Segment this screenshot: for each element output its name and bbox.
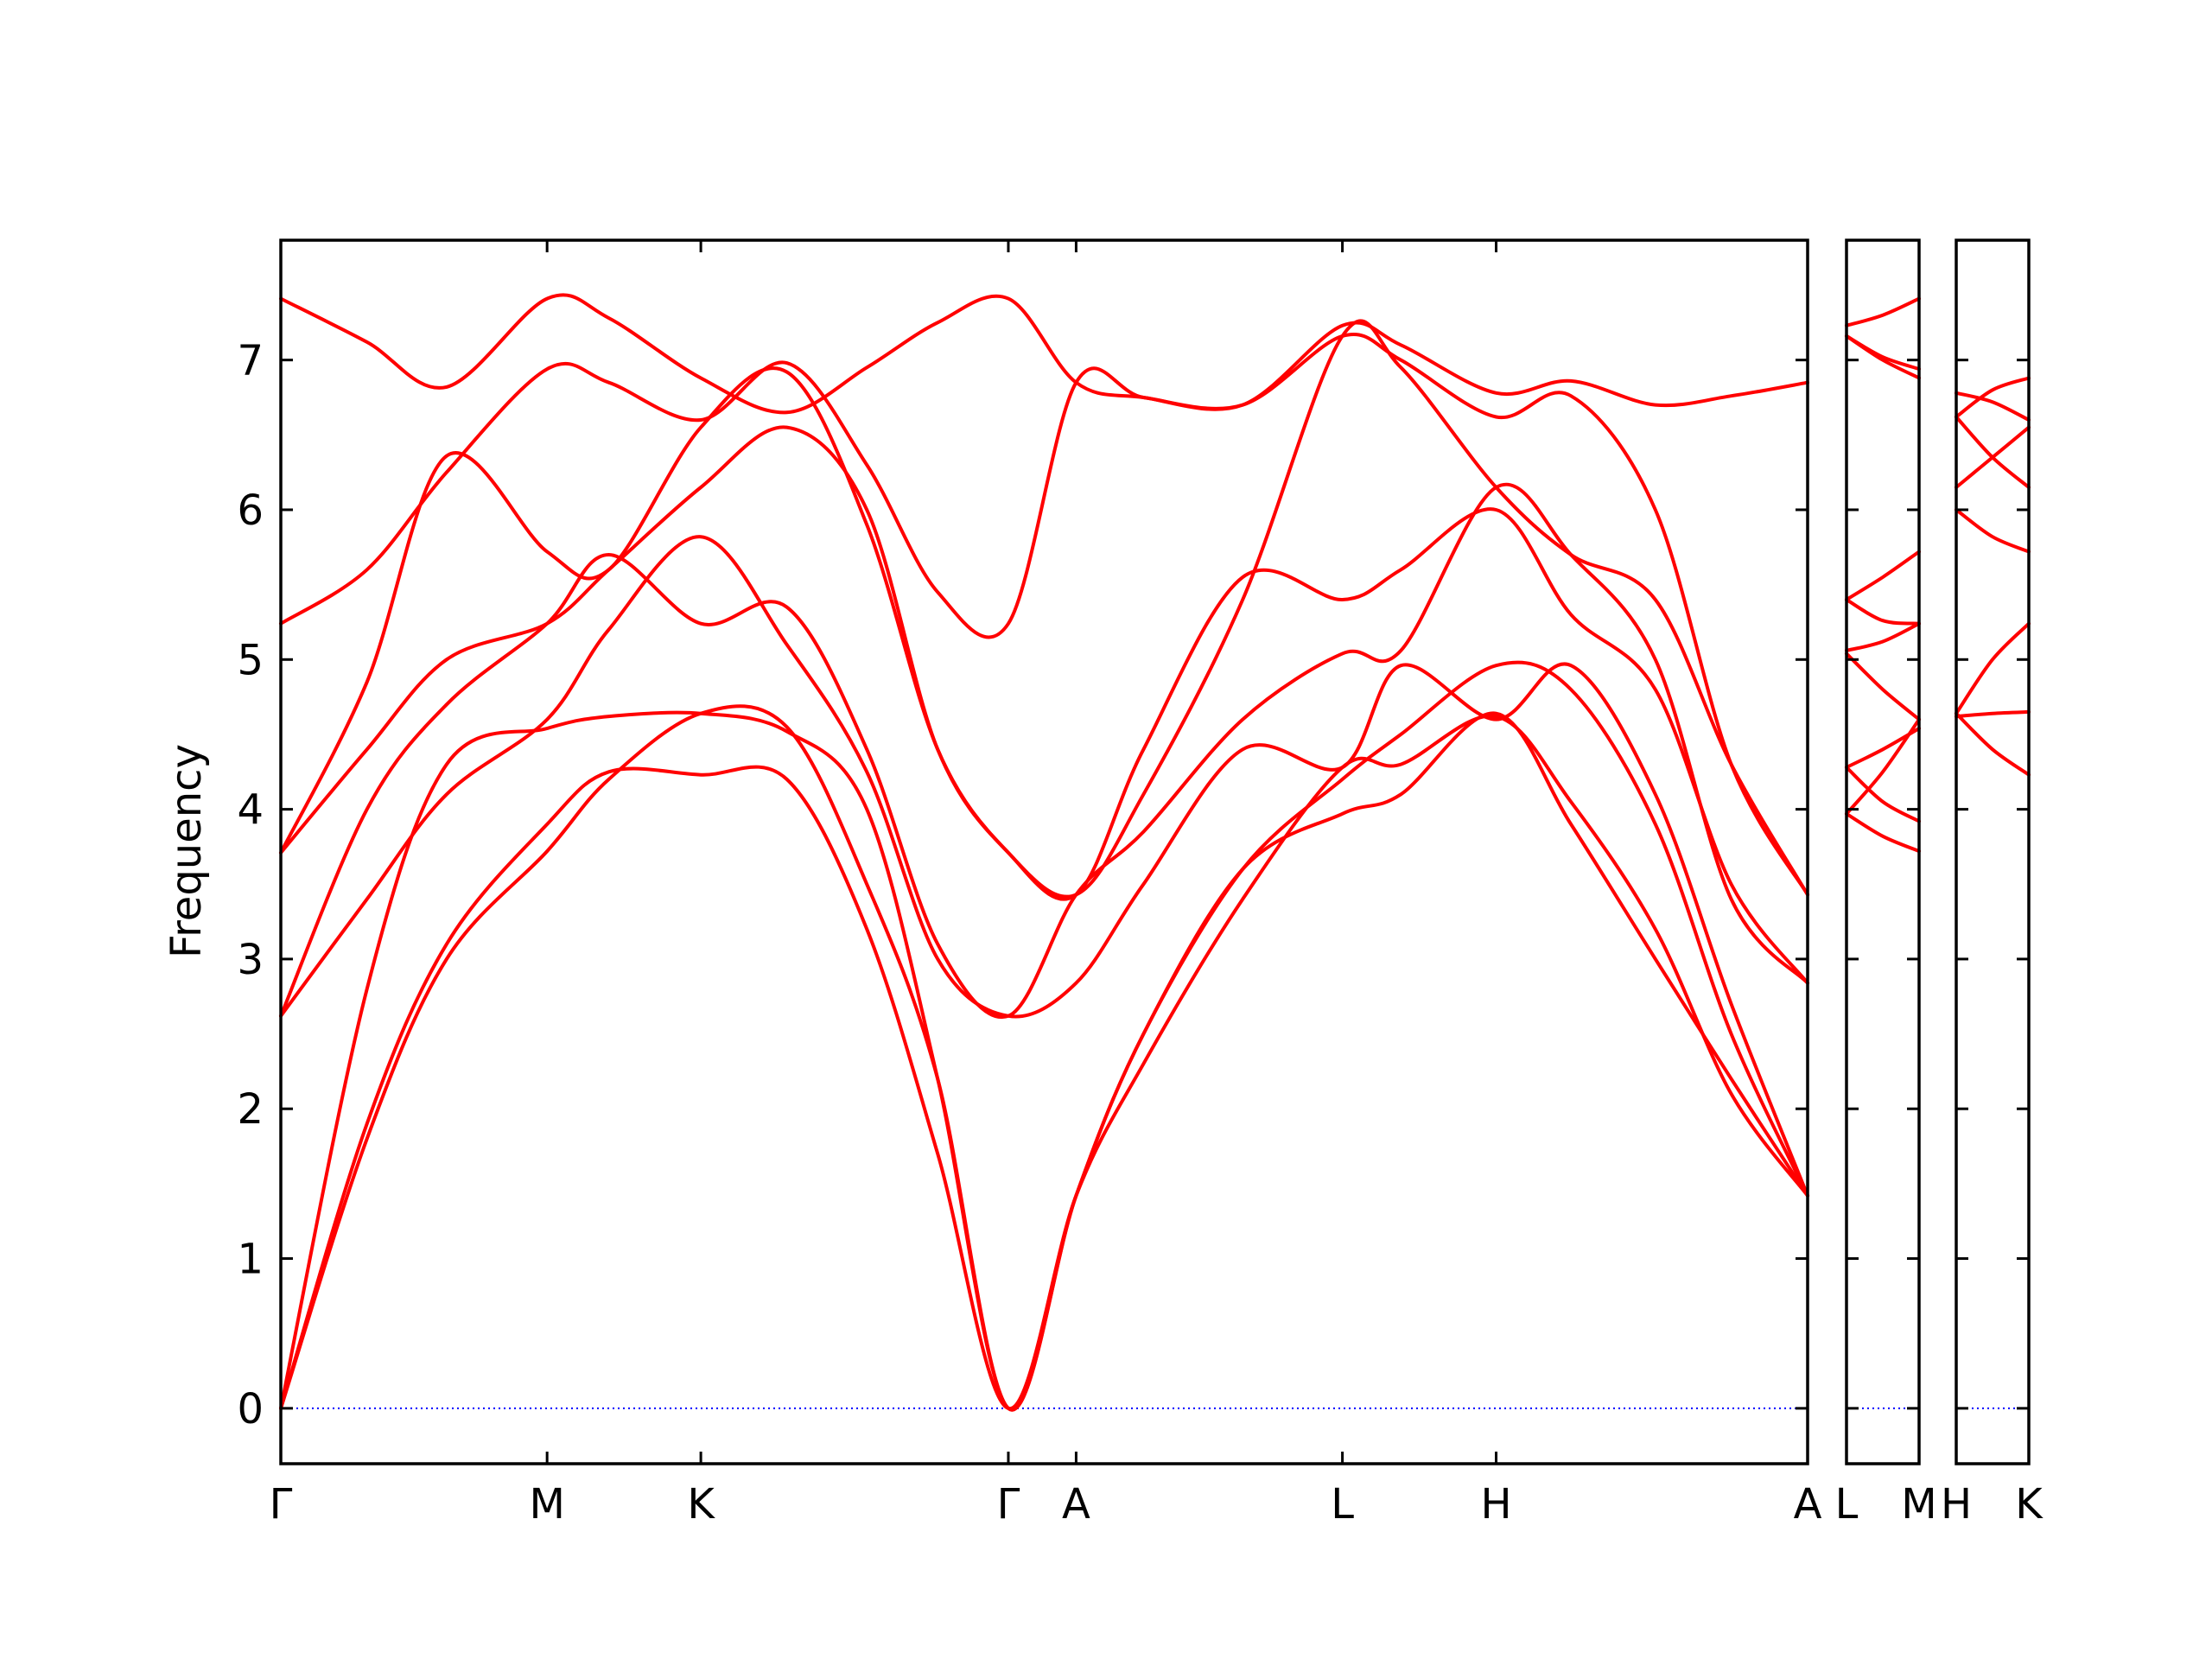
band-line — [1845, 621, 1921, 652]
band-line — [1845, 550, 1921, 601]
band-line — [279, 425, 1809, 985]
band-line — [1845, 598, 1921, 626]
band-line — [279, 714, 1809, 1410]
y-tick-label: 3 — [237, 936, 264, 984]
band-line — [279, 293, 1809, 415]
y-tick-label: 5 — [237, 636, 264, 684]
x-tick-label: K — [687, 1480, 715, 1529]
y-tick-label: 4 — [237, 786, 264, 835]
band-line — [279, 710, 1809, 1412]
y-tick-label: 0 — [237, 1385, 264, 1433]
band-line — [1955, 621, 2031, 715]
band-line — [279, 660, 1809, 1412]
x-tick-label: M — [1901, 1480, 1936, 1529]
panel-frame — [1845, 238, 1921, 1465]
band-line — [1845, 717, 1921, 816]
y-tick-label: 2 — [237, 1085, 264, 1134]
band-line — [1955, 425, 2031, 489]
x-tick-label: L — [1835, 1480, 1859, 1529]
band-line — [1845, 811, 1921, 854]
band-line — [1955, 709, 2031, 719]
band-line — [1955, 376, 2031, 419]
x-tick-label: H — [1941, 1480, 1972, 1529]
x-tick-label: K — [2015, 1480, 2044, 1529]
x-tick-label: A — [1062, 1480, 1090, 1529]
band-line — [1955, 391, 2031, 422]
panel-frame — [279, 238, 1809, 1465]
y-tick-label: 1 — [237, 1236, 264, 1284]
x-tick-label: Γ — [997, 1480, 1020, 1529]
band-line — [279, 332, 1809, 897]
x-tick-label: A — [1794, 1480, 1822, 1529]
band-line — [279, 482, 1809, 1020]
y-axis-label: Frequency — [162, 744, 211, 958]
band-line — [1845, 296, 1921, 327]
band-line — [1845, 652, 1921, 721]
band-line — [1845, 766, 1921, 823]
x-tick-label: L — [1331, 1480, 1354, 1529]
y-tick-label: 6 — [237, 486, 264, 535]
band-line — [1955, 508, 2031, 554]
panel-frame — [1955, 238, 2031, 1465]
x-tick-label: Γ — [270, 1480, 293, 1529]
band-line — [1955, 711, 2031, 777]
band-line — [279, 535, 1809, 1198]
band-line — [1845, 334, 1921, 372]
x-tick-label: H — [1480, 1480, 1511, 1529]
x-tick-label: M — [529, 1480, 564, 1529]
band-line — [1845, 334, 1921, 380]
y-tick-label: 7 — [237, 337, 264, 385]
